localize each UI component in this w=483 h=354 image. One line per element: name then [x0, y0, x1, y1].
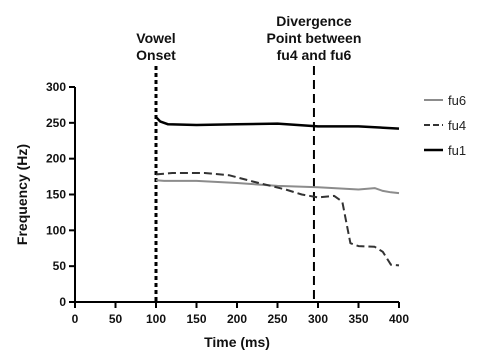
series-layer	[155, 116, 400, 267]
x-tick-label: 100	[146, 312, 166, 326]
x-tick-label: 0	[72, 312, 79, 326]
annotation-label: Onset	[136, 47, 176, 63]
x-tick-label: 300	[308, 312, 328, 326]
series-line-fu4	[155, 172, 400, 267]
x-tick-label: 250	[267, 312, 287, 326]
legend-label-fu6: fu6	[448, 93, 466, 108]
x-tick-label: 400	[389, 312, 409, 326]
legend: fu6 fu4 fu1	[424, 93, 466, 158]
x-tick-label: 50	[109, 312, 123, 326]
annotation-label: Divergence	[276, 13, 352, 29]
series-line-fu6	[155, 179, 400, 195]
y-tick-label: 250	[46, 116, 66, 130]
y-tick-label: 150	[46, 188, 66, 202]
y-tick-label: 100	[46, 223, 66, 237]
x-tick-label: 150	[186, 312, 206, 326]
x-axis-title: Time (ms)	[204, 334, 270, 350]
y-tick-label: 50	[53, 259, 67, 273]
annotation-label: Point between	[266, 30, 361, 46]
axes-layer	[74, 87, 399, 303]
y-tick-label: 200	[46, 152, 66, 166]
y-axis-title: Frequency (Hz)	[14, 144, 30, 245]
legend-label-fu4: fu4	[448, 118, 466, 133]
series-line-fu1	[155, 116, 400, 130]
ticks-layer: 0 50 100 150 200 250 300 0 50 100 150 200 250 300 350 4…	[46, 80, 409, 326]
annotation-label: Vowel	[136, 30, 175, 46]
y-tick-label: 0	[59, 295, 66, 309]
x-tick-label: 200	[227, 312, 247, 326]
annotation-label: fu4 and fu6	[277, 47, 352, 63]
x-tick-label: 350	[348, 312, 368, 326]
y-tick-label: 300	[46, 80, 66, 94]
legend-label-fu1: fu1	[448, 143, 466, 158]
